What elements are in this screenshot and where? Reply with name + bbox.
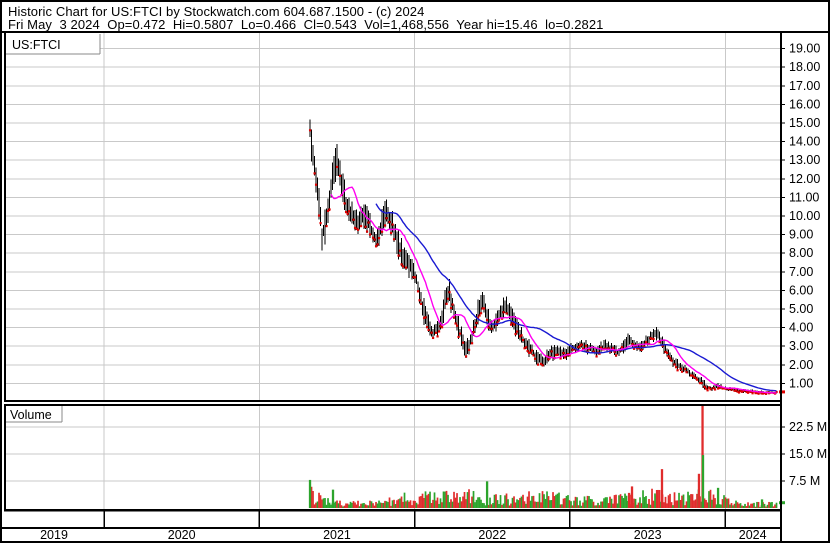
- svg-text:22.5 M: 22.5 M: [789, 420, 827, 434]
- svg-text:Volume: Volume: [10, 408, 52, 422]
- svg-text:10.00: 10.00: [789, 209, 820, 223]
- svg-text:7.5 M: 7.5 M: [789, 474, 820, 488]
- svg-text:8.00: 8.00: [789, 246, 813, 260]
- svg-text:7.00: 7.00: [789, 265, 813, 279]
- svg-text:18.00: 18.00: [789, 60, 820, 74]
- svg-text:1.00: 1.00: [789, 376, 813, 390]
- svg-text:5.00: 5.00: [789, 302, 813, 316]
- svg-text:2021: 2021: [323, 528, 351, 541]
- svg-text:19.00: 19.00: [789, 42, 820, 56]
- svg-text:12.00: 12.00: [789, 172, 820, 186]
- quote-summary-line: Fri May 3 2024 Op=0.472 Hi=0.5807 Lo=0.4…: [8, 17, 604, 32]
- svg-text:2024: 2024: [739, 528, 767, 541]
- svg-text:2023: 2023: [634, 528, 662, 541]
- svg-text:17.00: 17.00: [789, 79, 820, 93]
- svg-text:US:FTCI: US:FTCI: [12, 38, 61, 52]
- svg-text:9.00: 9.00: [789, 228, 813, 242]
- chart-title-line: Historic Chart for US:FTCI by Stockwatch…: [8, 4, 425, 19]
- svg-text:2.00: 2.00: [789, 358, 813, 372]
- svg-text:4.00: 4.00: [789, 321, 813, 335]
- svg-text:2022: 2022: [478, 528, 506, 541]
- svg-text:11.00: 11.00: [789, 190, 819, 204]
- svg-text:15.00: 15.00: [789, 116, 820, 130]
- svg-text:13.00: 13.00: [789, 153, 820, 167]
- svg-text:2020: 2020: [168, 528, 196, 541]
- svg-text:16.00: 16.00: [789, 97, 820, 111]
- svg-text:3.00: 3.00: [789, 339, 813, 353]
- svg-text:6.00: 6.00: [789, 283, 813, 297]
- svg-text:2019: 2019: [40, 528, 68, 541]
- svg-text:15.0 M: 15.0 M: [789, 447, 827, 461]
- svg-text:14.00: 14.00: [789, 135, 820, 149]
